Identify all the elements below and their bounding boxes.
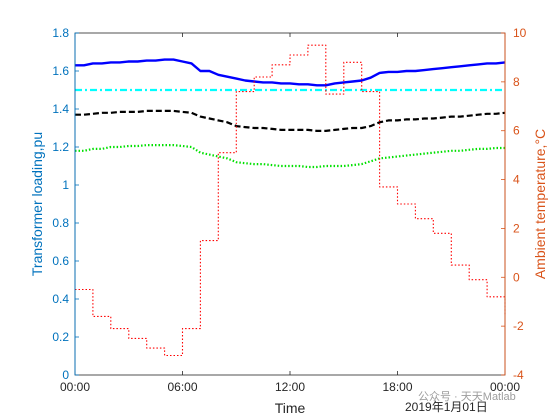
x-axis-label: Time [275, 400, 306, 416]
right-y-tick-label-5: 6 [513, 124, 520, 138]
right-y-tick-label-2: 0 [513, 270, 520, 284]
left-y-tick-label-8: 1.6 [52, 64, 69, 78]
series-layer [75, 44, 506, 357]
left-y-tick-label-6: 1.2 [52, 140, 69, 154]
x-tick-label-3: 18:00 [382, 380, 412, 394]
right-y-tick-label-0: -4 [513, 368, 524, 382]
x-axis-date-note: 2019年1月01日 [405, 400, 488, 414]
x-tick-label-2: 12:00 [275, 380, 305, 394]
left-y-tick-label-3: 0.6 [52, 254, 69, 268]
left-y-axis-label: Transformer loading,pu [29, 132, 45, 276]
x-tick-label-1: 06:00 [167, 380, 197, 394]
left-y-tick-label-1: 0.2 [52, 330, 69, 344]
left-y-tick-label-0: 0 [62, 368, 69, 382]
watermark-text: 公众号 · 天天Matlab [418, 390, 516, 403]
x-tick-label-4: 00:00 [490, 380, 520, 394]
right-y-tick-label-7: 10 [513, 26, 527, 40]
axes-layer: 00:00 06:00 12:00 18:00 00:0000.20.40.60.811… [52, 26, 526, 394]
left-y-tick-label-7: 1.4 [52, 102, 69, 116]
labels-layer: Time Transformer loading,pu Ambient temp… [29, 129, 548, 416]
series-4-line [75, 44, 506, 357]
left-y-tick-label-9: 1.8 [52, 26, 69, 40]
left-y-tick-label-5: 1 [62, 178, 69, 192]
series-0-line [75, 58, 506, 87]
right-y-tick-label-1: -2 [513, 319, 524, 333]
right-y-tick-label-6: 8 [513, 75, 520, 89]
right-y-tick-label-3: 2 [513, 221, 520, 235]
right-y-axis-label: Ambient temperature,°C [532, 129, 548, 279]
right-y-tick-label-4: 4 [513, 173, 520, 187]
x-tick-label-0: 00:00 [60, 380, 90, 394]
left-y-tick-label-2: 0.4 [52, 292, 69, 306]
series-2-line [75, 109, 506, 132]
left-y-tick-label-4: 0.8 [52, 216, 69, 230]
